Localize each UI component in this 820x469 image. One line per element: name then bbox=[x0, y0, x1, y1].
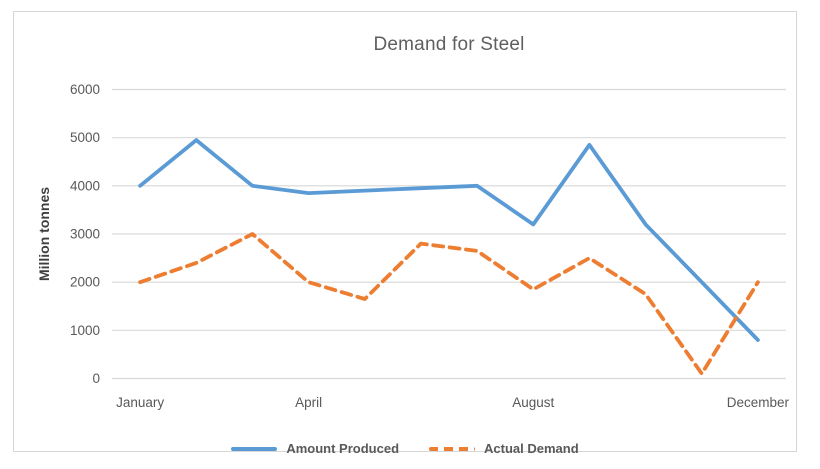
legend-item-actual-demand: Actual Demand bbox=[429, 441, 579, 456]
chart-area: Demand for Steel Million tonnes 0 1000 200… bbox=[13, 11, 797, 456]
y-tick-label: 1000 bbox=[70, 323, 100, 338]
x-tick-label: August bbox=[512, 395, 554, 410]
legend: Amount Produced Actual Demand bbox=[14, 441, 796, 456]
y-tick-label: 4000 bbox=[70, 178, 100, 193]
legend-item-amount-produced: Amount Produced bbox=[231, 441, 399, 456]
x-tick-label: December bbox=[727, 395, 790, 410]
solid-line-swatch-icon bbox=[231, 446, 278, 451]
x-tick-label: January bbox=[116, 395, 164, 410]
plot-area: 0 1000 2000 3000 4000 5000 6000 January April Aug… bbox=[70, 82, 790, 410]
chart-title: Demand for Steel bbox=[373, 34, 525, 55]
y-tick-label: 2000 bbox=[70, 275, 100, 290]
y-tick-label: 3000 bbox=[70, 227, 100, 242]
y-tick-label: 5000 bbox=[70, 130, 100, 145]
series-line-amount-produced bbox=[138, 138, 760, 342]
dashed-line-swatch-icon bbox=[429, 446, 476, 451]
y-tick-label: 6000 bbox=[70, 82, 100, 97]
x-tick-label: April bbox=[295, 395, 322, 410]
y-tick-label: 0 bbox=[92, 371, 100, 386]
series-line-actual-demand bbox=[138, 232, 760, 376]
legend-label-actual-demand: Actual Demand bbox=[484, 441, 579, 456]
legend-label-amount-produced: Amount Produced bbox=[286, 441, 400, 456]
